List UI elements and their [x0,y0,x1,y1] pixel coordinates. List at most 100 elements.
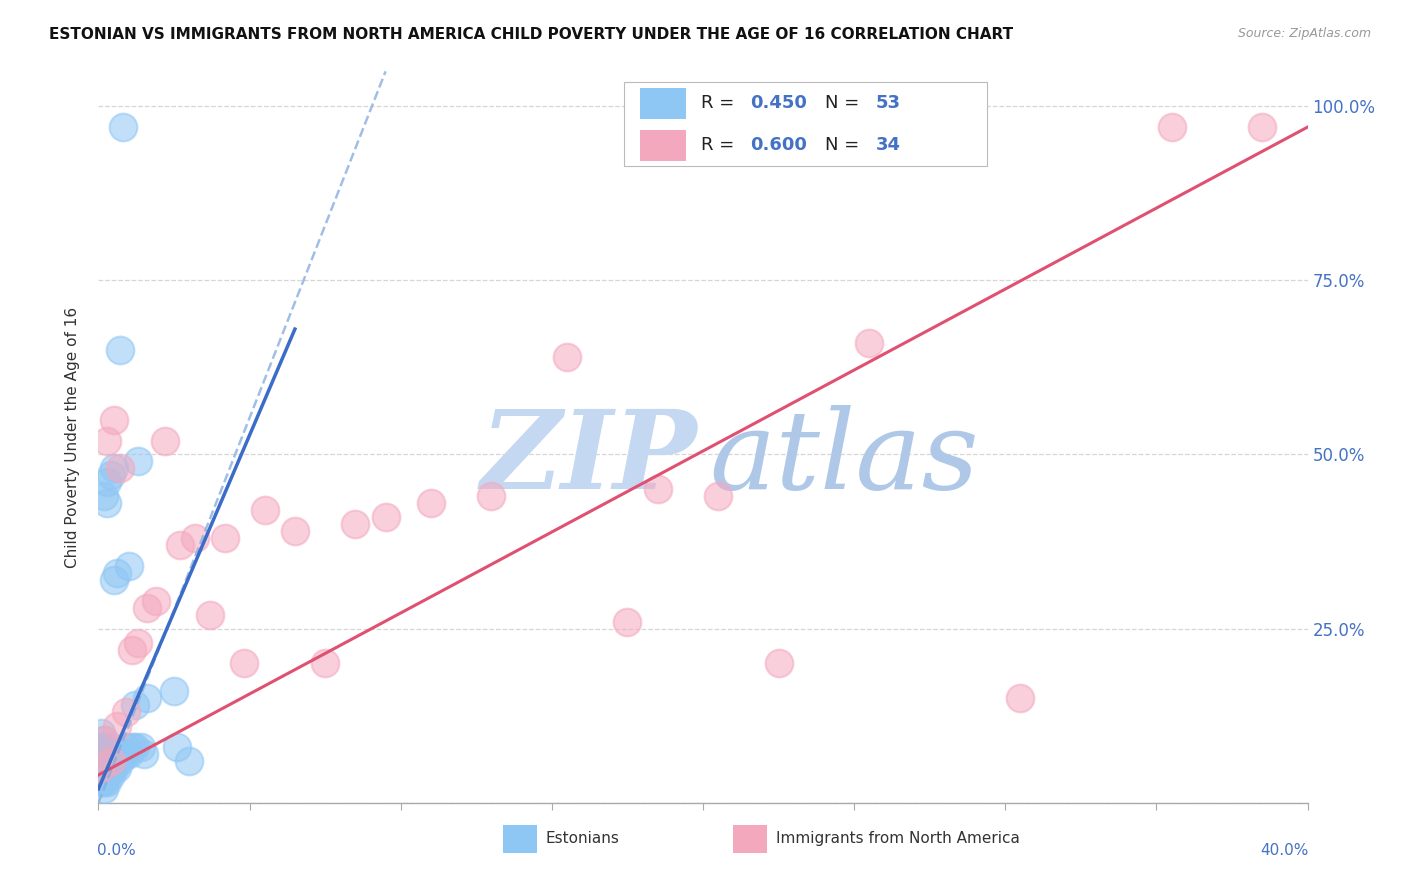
Text: 0.600: 0.600 [751,136,807,154]
Point [108,461,131,475]
Point [253,503,276,517]
Point [103,461,125,475]
Point [127,635,149,649]
Point [105,566,128,580]
Point [858,336,880,351]
Point [105,761,128,775]
Point [100,754,122,768]
Point [96,475,118,490]
Point [114,747,136,761]
Point [284,524,307,538]
Point [127,454,149,468]
Point [96,775,118,789]
Text: 53: 53 [876,95,901,112]
Point [93,747,115,761]
Point [90,761,112,775]
Point [96,761,118,775]
Text: Source: ZipAtlas.com: Source: ZipAtlas.com [1237,27,1371,40]
Point [314,657,336,671]
Point [90,726,112,740]
Point [96,740,118,755]
Point [135,600,157,615]
Text: R =: R = [700,95,740,112]
Point [1160,120,1182,134]
Point [616,615,638,629]
Text: ZIP: ZIP [481,405,697,513]
Text: N =: N = [825,136,865,154]
Point [96,754,118,768]
Point [105,719,128,733]
Point [647,483,669,497]
Point [153,434,176,448]
Point [555,350,578,364]
Point [114,705,136,719]
Point [232,657,254,671]
Point [93,775,115,789]
Point [108,343,131,357]
Point [200,607,222,622]
Text: N =: N = [825,95,865,112]
Point [707,489,730,503]
Text: atlas: atlas [709,405,979,513]
Point [420,496,443,510]
Point [184,531,207,545]
Point [100,740,122,755]
Point [135,691,157,706]
Point [96,747,118,761]
Point [108,754,131,768]
Point [93,489,115,503]
FancyBboxPatch shape [640,88,686,119]
Point [96,768,118,782]
Point [90,768,112,782]
FancyBboxPatch shape [640,130,686,161]
Point [118,747,141,761]
Text: ESTONIAN VS IMMIGRANTS FROM NORTH AMERICA CHILD POVERTY UNDER THE AGE OF 16 CORR: ESTONIAN VS IMMIGRANTS FROM NORTH AMERIC… [49,27,1014,42]
Point [1010,691,1032,706]
Point [90,775,112,789]
Point [100,468,122,483]
Point [93,740,115,755]
Point [96,496,118,510]
Point [96,434,118,448]
Point [111,120,134,134]
Point [768,657,790,671]
Text: Estonians: Estonians [546,831,620,847]
Point [344,517,367,532]
Point [103,412,125,426]
Text: 40.0%: 40.0% [1260,843,1309,858]
Point [114,740,136,755]
Point [214,531,236,545]
Point [103,761,125,775]
Point [93,768,115,782]
Point [118,558,141,573]
Point [121,740,143,755]
Point [179,754,201,768]
Text: 0.0%: 0.0% [97,843,136,858]
Point [1251,120,1274,134]
Point [93,733,115,747]
Point [121,642,143,657]
Point [166,740,188,755]
Point [93,781,115,796]
Text: 34: 34 [876,136,901,154]
Text: R =: R = [700,136,740,154]
Point [124,740,146,755]
Point [100,754,122,768]
Point [93,733,115,747]
FancyBboxPatch shape [503,825,537,853]
Point [103,754,125,768]
FancyBboxPatch shape [624,82,987,167]
Point [169,538,191,552]
Point [374,510,396,524]
Point [103,573,125,587]
Point [111,747,134,761]
FancyBboxPatch shape [734,825,768,853]
Y-axis label: Child Poverty Under the Age of 16: Child Poverty Under the Age of 16 [65,307,80,567]
Point [93,754,115,768]
Point [132,747,155,761]
Point [93,761,115,775]
Point [100,761,122,775]
Point [129,740,152,755]
Point [105,754,128,768]
Point [100,768,122,782]
